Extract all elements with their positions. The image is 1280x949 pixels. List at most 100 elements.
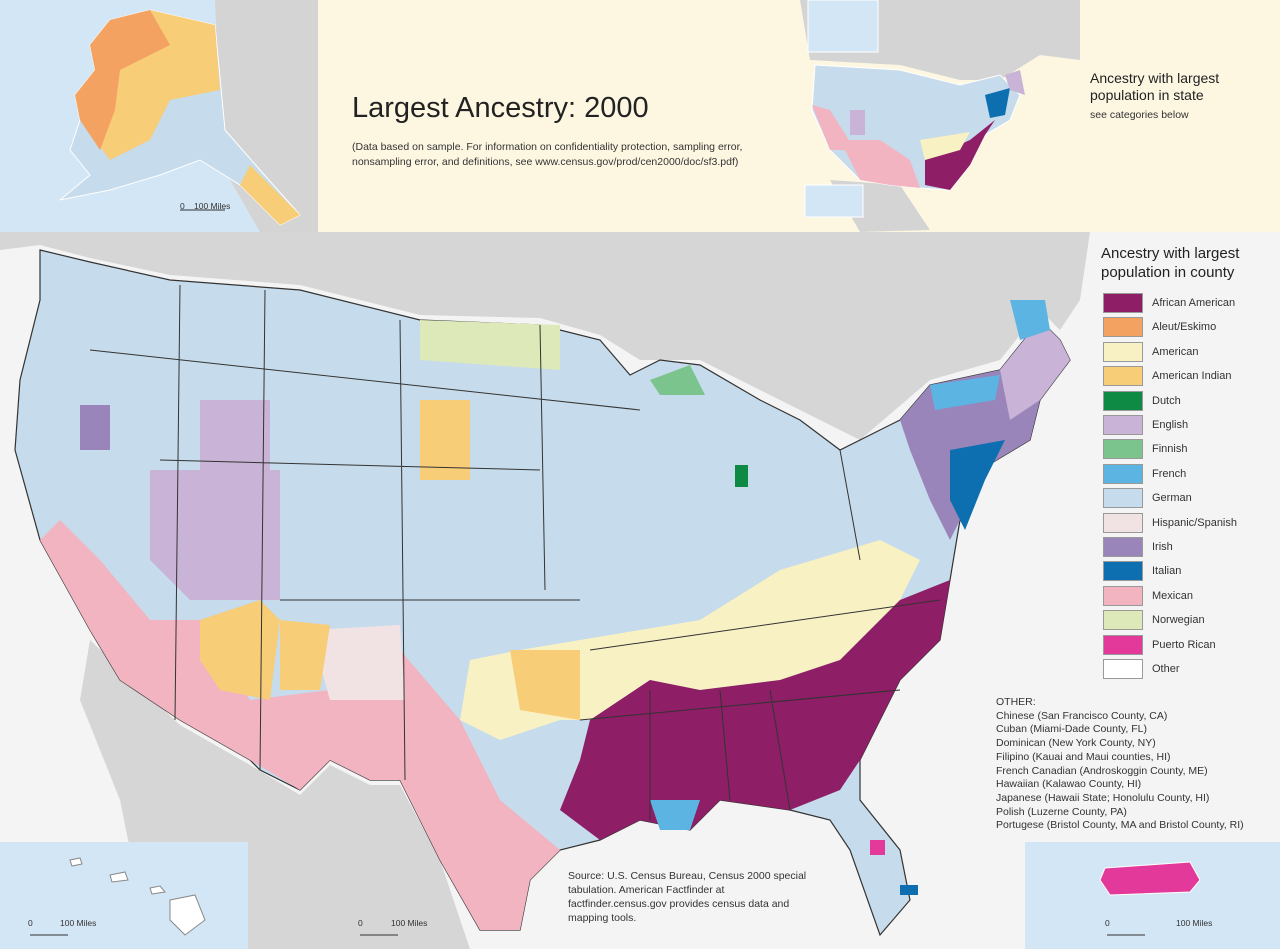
legend-swatch: [1103, 585, 1143, 606]
other-item: Hawaiian (Kalawao County, HI): [996, 778, 1142, 791]
county-region: [200, 400, 270, 470]
other-item: Chinese (San Francisco County, CA): [996, 709, 1168, 722]
state-region: [920, 132, 970, 160]
legend-item: African American: [1103, 293, 1235, 313]
county-region: [80, 405, 110, 450]
legend-item: German: [1103, 488, 1192, 509]
scale-zero: 0: [1105, 918, 1110, 928]
county-region: [870, 840, 885, 855]
legend-label: Mexican: [1152, 589, 1193, 602]
county-region: [310, 625, 405, 700]
source: Source: U.S. Census Bureau, Census 2000 …: [568, 870, 807, 924]
state-region: [850, 110, 865, 135]
county-region: [280, 620, 330, 690]
county-region: [735, 465, 748, 487]
subtitle: (Data based on sample. For information o…: [352, 141, 743, 168]
state-inset-title: Ancestry with largest population in stat…: [1090, 70, 1220, 103]
state-region: [840, 140, 920, 188]
pr-inset-bg: [1025, 842, 1280, 949]
county-region: [510, 650, 580, 720]
alaska-region: [240, 165, 300, 225]
legend-item: French: [1103, 463, 1187, 484]
legend-item: American: [1103, 341, 1199, 362]
state-region: [812, 105, 855, 150]
legend-label: Aleut/Eskimo: [1152, 321, 1217, 334]
title: Largest Ancestry: 2000: [352, 92, 649, 124]
county-region: [200, 600, 280, 700]
legend-swatch: [1103, 293, 1143, 313]
legend-item: Mexican: [1103, 585, 1193, 606]
legend-swatch: [1103, 341, 1143, 362]
alaska-small: [807, 0, 879, 53]
legend-item: Norwegian: [1103, 610, 1205, 631]
scale-label: 100 Miles: [60, 918, 97, 928]
county-region: [560, 580, 950, 840]
state-region: [925, 120, 995, 190]
county-region: [150, 470, 280, 600]
county-region: [1010, 300, 1050, 340]
legend-item: Irish: [1103, 537, 1173, 557]
legend-item: English: [1103, 415, 1188, 435]
legend-swatch: [1103, 512, 1143, 533]
other-item: Japanese (Hawaii State; Honolulu County,…: [996, 791, 1210, 804]
alaska-region: [75, 10, 170, 150]
county-region: [900, 885, 918, 895]
scale-label: 100 Miles: [194, 201, 231, 211]
legend-label: Other: [1152, 663, 1180, 675]
legend-label: Irish: [1152, 541, 1173, 553]
other-title: OTHER:: [996, 696, 1036, 708]
legend-swatch: [1103, 439, 1143, 460]
other-item: Dominican (New York County, NY): [996, 737, 1156, 750]
legend-item: Italian: [1103, 561, 1182, 582]
county-region: [930, 375, 1000, 410]
puerto-rico: [1099, 861, 1201, 896]
legend-label: Italian: [1152, 565, 1182, 578]
legend-label: Dutch: [1152, 394, 1181, 407]
legend-item: Other: [1103, 659, 1180, 679]
scale-label: 100 Miles: [391, 918, 428, 928]
legend-swatch: [1103, 659, 1143, 679]
other-item: Cuban (Miami-Dade County, FL): [996, 723, 1147, 736]
other-item: Polish (Luzerne County, PA): [996, 805, 1127, 818]
county-region: [420, 320, 560, 370]
legend-label: Hispanic/Spanish: [1152, 516, 1237, 529]
legend-label: English: [1152, 419, 1189, 431]
legend-item: Finnish: [1103, 439, 1187, 460]
legend-swatch: [1103, 390, 1143, 411]
hawaii: [69, 857, 206, 936]
legend-swatch: [1103, 463, 1143, 484]
legend-item: Aleut/Eskimo: [1103, 317, 1217, 338]
county-region: [650, 365, 705, 395]
legend-label: French: [1152, 467, 1187, 480]
county-region: [40, 520, 560, 930]
legend-item: American Indian: [1103, 366, 1232, 387]
other-list: OTHER: Chinese (San Francisco County, CA…: [996, 696, 1244, 833]
other-item: French Canadian (Androskoggin County, ME…: [996, 764, 1208, 777]
legend-label: Norwegian: [1152, 614, 1205, 627]
other-item: Filipino (Kauai and Maui counties, HI): [996, 750, 1171, 763]
other-item: Portugese (Bristol County, MA and Bristo…: [996, 819, 1244, 832]
legend-swatch: [1103, 537, 1143, 557]
legend-label: American: [1152, 345, 1199, 358]
scale-zero: 0: [28, 918, 33, 928]
state-region: [1005, 70, 1025, 95]
county-region: [1000, 320, 1070, 420]
legend-swatch: [1103, 634, 1143, 655]
legend-item: Hispanic/Spanish: [1103, 512, 1237, 533]
legend-item: Dutch: [1103, 390, 1181, 411]
scale-label: 100 Miles: [1176, 918, 1213, 928]
county-region: [950, 440, 1005, 530]
legend-swatch: [1103, 488, 1143, 509]
state-inset-note: see categories below: [1090, 109, 1189, 121]
hawaii-small: [804, 184, 864, 218]
canada-land: [0, 232, 1090, 440]
legend-swatch: [1103, 366, 1143, 387]
scale-zero: 0: [180, 201, 185, 211]
county-region: [420, 400, 470, 480]
legend-title: Ancestry with largest population in coun…: [1101, 245, 1240, 281]
scale-bar: [30, 209, 1145, 936]
scale-zero: 0: [358, 918, 363, 928]
legend-item: Puerto Rican: [1103, 634, 1216, 655]
legend-label: American Indian: [1152, 370, 1232, 383]
